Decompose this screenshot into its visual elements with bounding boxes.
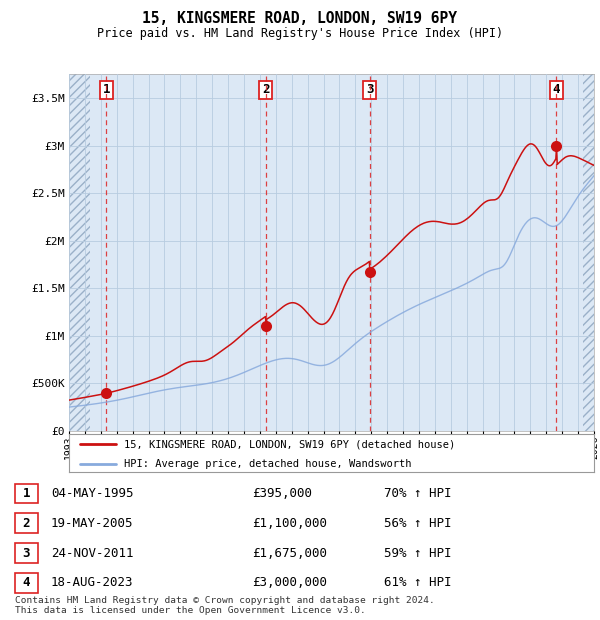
Text: 3: 3: [23, 547, 30, 559]
Text: 1: 1: [23, 487, 30, 500]
Text: Contains HM Land Registry data © Crown copyright and database right 2024.
This d: Contains HM Land Registry data © Crown c…: [15, 596, 435, 615]
Text: £1,675,000: £1,675,000: [252, 547, 327, 559]
Text: 24-NOV-2011: 24-NOV-2011: [51, 547, 133, 559]
Text: 4: 4: [23, 577, 30, 589]
Text: 56% ↑ HPI: 56% ↑ HPI: [384, 517, 452, 529]
Text: 15, KINGSMERE ROAD, LONDON, SW19 6PY (detached house): 15, KINGSMERE ROAD, LONDON, SW19 6PY (de…: [124, 440, 455, 450]
Text: 70% ↑ HPI: 70% ↑ HPI: [384, 487, 452, 500]
Text: 4: 4: [553, 83, 560, 96]
Bar: [69, 74, 89, 431]
Text: 61% ↑ HPI: 61% ↑ HPI: [384, 577, 452, 589]
Text: 19-MAY-2005: 19-MAY-2005: [51, 517, 133, 529]
Text: £3,000,000: £3,000,000: [252, 577, 327, 589]
Text: 18-AUG-2023: 18-AUG-2023: [51, 577, 133, 589]
Text: 2: 2: [262, 83, 270, 96]
Text: £395,000: £395,000: [252, 487, 312, 500]
Bar: [69, 74, 89, 431]
Text: 2: 2: [23, 517, 30, 529]
Text: 59% ↑ HPI: 59% ↑ HPI: [384, 547, 452, 559]
Text: 15, KINGSMERE ROAD, LONDON, SW19 6PY: 15, KINGSMERE ROAD, LONDON, SW19 6PY: [143, 11, 458, 26]
Text: Price paid vs. HM Land Registry's House Price Index (HPI): Price paid vs. HM Land Registry's House …: [97, 27, 503, 40]
Text: 04-MAY-1995: 04-MAY-1995: [51, 487, 133, 500]
Text: £1,100,000: £1,100,000: [252, 517, 327, 529]
Text: 1: 1: [103, 83, 110, 96]
Bar: [583, 74, 594, 431]
Bar: [583, 74, 594, 431]
Text: 3: 3: [366, 83, 373, 96]
Text: HPI: Average price, detached house, Wandsworth: HPI: Average price, detached house, Wand…: [124, 459, 412, 469]
